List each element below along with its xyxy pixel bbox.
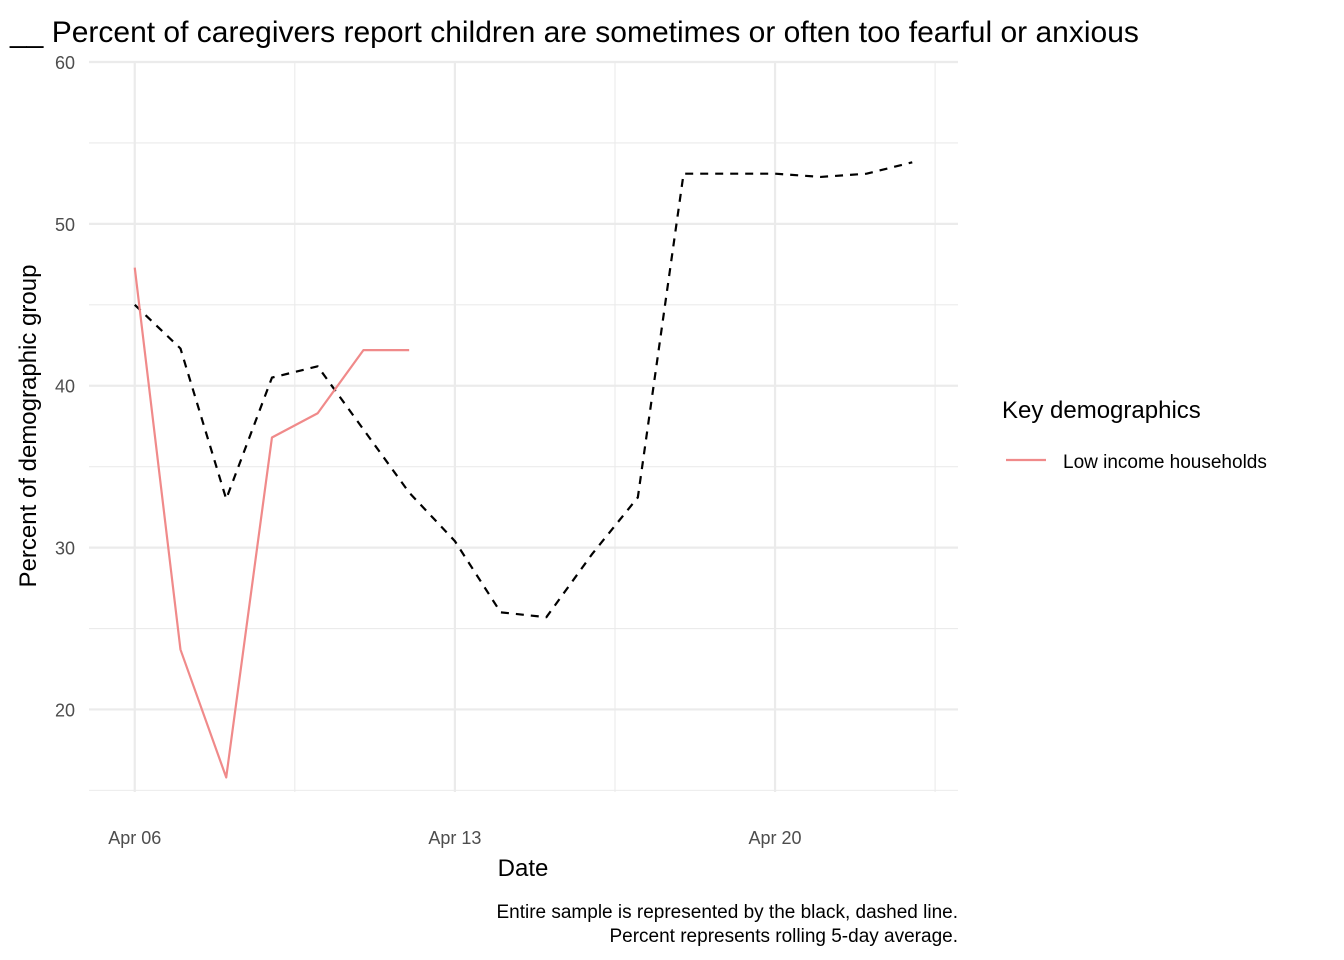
legend: Key demographics Low income households (1002, 397, 1267, 473)
x-tick-label: Apr 06 (108, 828, 161, 848)
series-line-entire-sample (133, 161, 913, 619)
y-tick-label: 60 (55, 53, 75, 73)
x-tick-label: Apr 20 (749, 828, 802, 848)
grid (89, 60, 958, 792)
chart-title: __ Percent of caregivers report children… (9, 16, 1139, 49)
tick-labels: 20 30 40 50 60 Apr 06 Apr 13 Apr 20 (55, 53, 802, 848)
caption-line-1: Entire sample is represented by the blac… (496, 902, 958, 923)
y-tick-label: 50 (55, 215, 75, 235)
y-tick-label: 30 (55, 539, 75, 559)
y-tick-label: 40 (55, 377, 75, 397)
legend-entry-low-income: Low income households (1063, 452, 1267, 473)
x-axis-label: Date (498, 855, 549, 882)
series-group (133, 161, 913, 779)
series-line-low-income (133, 267, 410, 779)
y-tick-label: 20 (55, 700, 75, 720)
legend-title: Key demographics (1002, 397, 1201, 424)
y-axis-label: Percent of demographic group (15, 265, 42, 588)
x-tick-label: Apr 13 (428, 828, 481, 848)
caption-line-2: Percent represents rolling 5-day average… (609, 926, 958, 947)
